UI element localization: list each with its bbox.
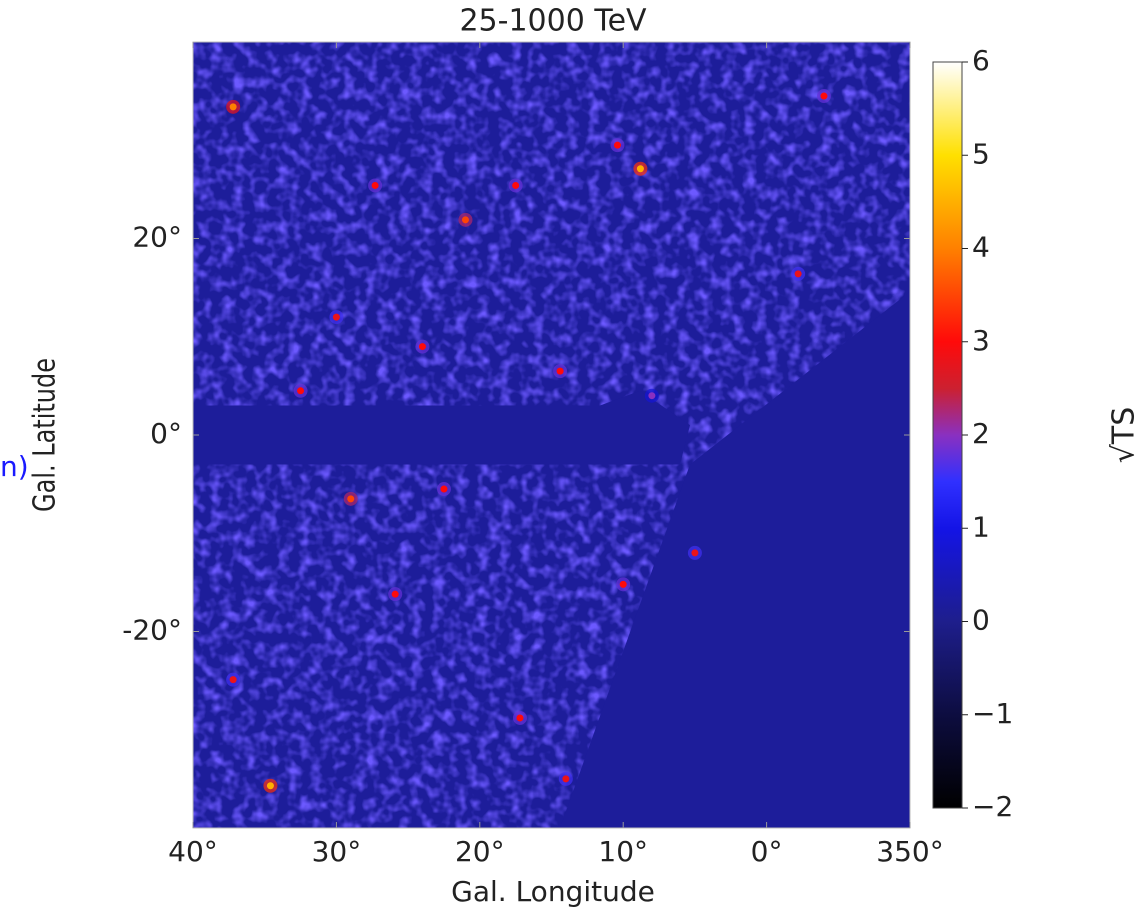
hotspot-group <box>263 778 278 793</box>
hotspot-group <box>343 491 358 506</box>
hotspot <box>297 387 305 395</box>
hotspot <box>613 141 621 149</box>
colorbar-tick-label: 0 <box>972 604 990 637</box>
hotspot-group <box>368 178 383 193</box>
hotspot-group <box>633 161 648 176</box>
hotspot <box>619 580 627 588</box>
colorbar-tick-label: 5 <box>972 137 990 170</box>
hotspot-group <box>558 771 573 786</box>
x-axis-label: Gal. Longitude <box>451 875 655 908</box>
hotspot-group <box>791 266 806 281</box>
hotspot-group <box>329 310 344 325</box>
x-tick-label: 0° <box>751 835 783 868</box>
colorbar-tick-label: −2 <box>972 790 1013 823</box>
colorbar-tick-label: 4 <box>972 231 990 264</box>
hotspot <box>562 775 570 783</box>
colorbar-label: √TS <box>1107 407 1142 463</box>
x-tick-label: 350° <box>876 835 943 868</box>
hotspot-group <box>458 212 473 227</box>
hotspot <box>332 313 340 321</box>
hotspot <box>556 367 564 375</box>
hotspot <box>266 782 274 790</box>
x-tick-label: 40° <box>168 835 218 868</box>
colorbar-tick-label: 3 <box>972 324 990 357</box>
hotspot-group <box>512 710 527 725</box>
y-axis-label: Gal. Latitude <box>28 358 62 512</box>
masked-band <box>193 390 690 465</box>
hotspot-group <box>687 545 702 560</box>
annotation: n) <box>0 450 29 483</box>
chart-title: 25-1000 TeV <box>459 4 647 39</box>
hotspot <box>512 181 520 189</box>
hotspot-group <box>553 364 568 379</box>
hotspot-group <box>436 482 451 497</box>
hotspot-group <box>226 672 241 687</box>
hotspot <box>229 103 237 111</box>
x-tick-label: 20° <box>455 835 505 868</box>
hotspot <box>691 549 699 557</box>
hotspot <box>229 676 237 684</box>
hotspot <box>636 165 644 173</box>
hotspot <box>440 485 448 493</box>
hotspot <box>347 495 355 503</box>
y-tick-label: -20° <box>122 614 182 647</box>
colorbar <box>932 61 963 809</box>
hotspot-group <box>415 339 430 354</box>
plot <box>192 41 911 829</box>
colorbar-tick-label: 1 <box>972 510 990 543</box>
hotspot <box>794 270 802 278</box>
hotspot <box>418 343 426 351</box>
hotspot-group <box>610 138 625 153</box>
colorbar-tick-label: 2 <box>972 417 990 450</box>
hotspot-group <box>816 89 831 104</box>
y-tick-label: 20° <box>132 221 182 254</box>
hotspot-group <box>644 388 659 403</box>
colorbar-tick-label: −1 <box>972 697 1013 730</box>
hotspot-group <box>508 178 523 193</box>
hotspot-group <box>226 99 241 114</box>
hotspot-group <box>616 577 631 592</box>
x-tick-label: 30° <box>312 835 362 868</box>
hotspot <box>371 181 379 189</box>
colorbar-tick-label: 6 <box>972 44 990 77</box>
hotspot <box>820 92 828 100</box>
hotspot <box>516 714 524 722</box>
hotspot <box>461 216 469 224</box>
y-tick-label: 0° <box>150 417 182 450</box>
hotspot <box>648 392 656 400</box>
hotspot <box>391 590 399 598</box>
x-tick-label: 10° <box>598 835 648 868</box>
hotspot-group <box>293 383 308 398</box>
masked-region <box>560 291 910 828</box>
hotspot-group <box>388 587 403 602</box>
